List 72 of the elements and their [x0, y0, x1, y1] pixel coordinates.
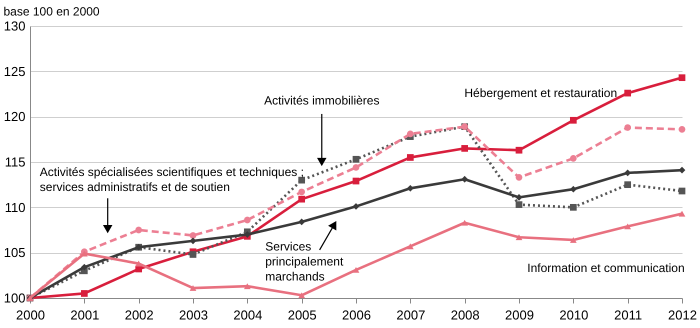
x-tick-label: 2008: [450, 308, 480, 322]
x-tick-label: 2005: [288, 308, 317, 322]
point: [624, 124, 632, 131]
point: [352, 266, 360, 273]
y-tick-label: 120: [4, 109, 26, 124]
series-label: Hébergement et restauration: [464, 86, 618, 100]
y-tick-label: 125: [4, 64, 26, 79]
x-tick-label: 2003: [179, 308, 208, 322]
point: [570, 155, 577, 162]
point: [624, 181, 632, 188]
point: [624, 90, 632, 96]
point: [190, 232, 196, 239]
point: [352, 178, 360, 184]
point: [516, 234, 522, 240]
point: [298, 218, 306, 226]
y-tick-label: 130: [4, 18, 26, 34]
point: [516, 146, 522, 154]
point: [570, 204, 577, 211]
point: [678, 188, 686, 194]
point: [570, 186, 577, 193]
y-tick-label: 100: [4, 290, 26, 306]
y-tick-label: 105: [4, 245, 26, 260]
point: [570, 116, 577, 124]
x-tick-label: 2002: [124, 308, 154, 322]
point: [678, 126, 686, 133]
y-tick-label: 115: [4, 154, 26, 170]
series-label: Services principalement marchands: [265, 239, 344, 284]
x-tick-label: 2010: [559, 308, 588, 322]
point: [298, 292, 306, 298]
point: [678, 166, 686, 174]
point: [352, 164, 360, 171]
point: [516, 174, 522, 181]
x-tick-label: 2011: [614, 308, 642, 322]
point: [570, 237, 577, 243]
point: [624, 223, 632, 230]
point: [135, 260, 142, 266]
point: [244, 283, 251, 290]
point: [516, 201, 522, 208]
x-tick-label: 2004: [233, 308, 262, 322]
point: [298, 188, 306, 196]
x-tick-label: 2000: [16, 308, 45, 322]
x-tick-label: 2001: [70, 308, 100, 322]
x-tick-label: 2009: [505, 308, 534, 322]
point: [190, 285, 196, 291]
point: [190, 251, 196, 258]
x-tick-label: 2007: [396, 308, 426, 322]
point: [461, 145, 468, 152]
x-tick-label: 2012: [668, 308, 697, 322]
point: [135, 226, 142, 234]
point: [190, 238, 196, 244]
y-tick-label: 110: [4, 200, 26, 215]
point: [678, 210, 686, 217]
point: [80, 290, 88, 297]
series-label: Activités spécialisées scientifiques et techniques ; services administratifs et de soutien: [40, 164, 304, 194]
point: [406, 130, 414, 138]
point: [406, 184, 414, 192]
series-label: Information et communication: [527, 261, 685, 276]
point: [678, 74, 686, 82]
text: Activités immobilières: [264, 93, 380, 108]
point: [461, 220, 468, 226]
x-tick-label: 2006: [342, 308, 371, 322]
point: [352, 156, 360, 163]
point: [80, 264, 88, 271]
point: [352, 203, 360, 210]
point: [298, 176, 306, 184]
point: [406, 243, 414, 250]
point: [516, 194, 522, 201]
y-axis-title: base 100 en 2000: [4, 4, 100, 18]
point: [244, 216, 251, 224]
point: [298, 196, 306, 203]
point: [406, 154, 414, 161]
point: [461, 176, 468, 183]
